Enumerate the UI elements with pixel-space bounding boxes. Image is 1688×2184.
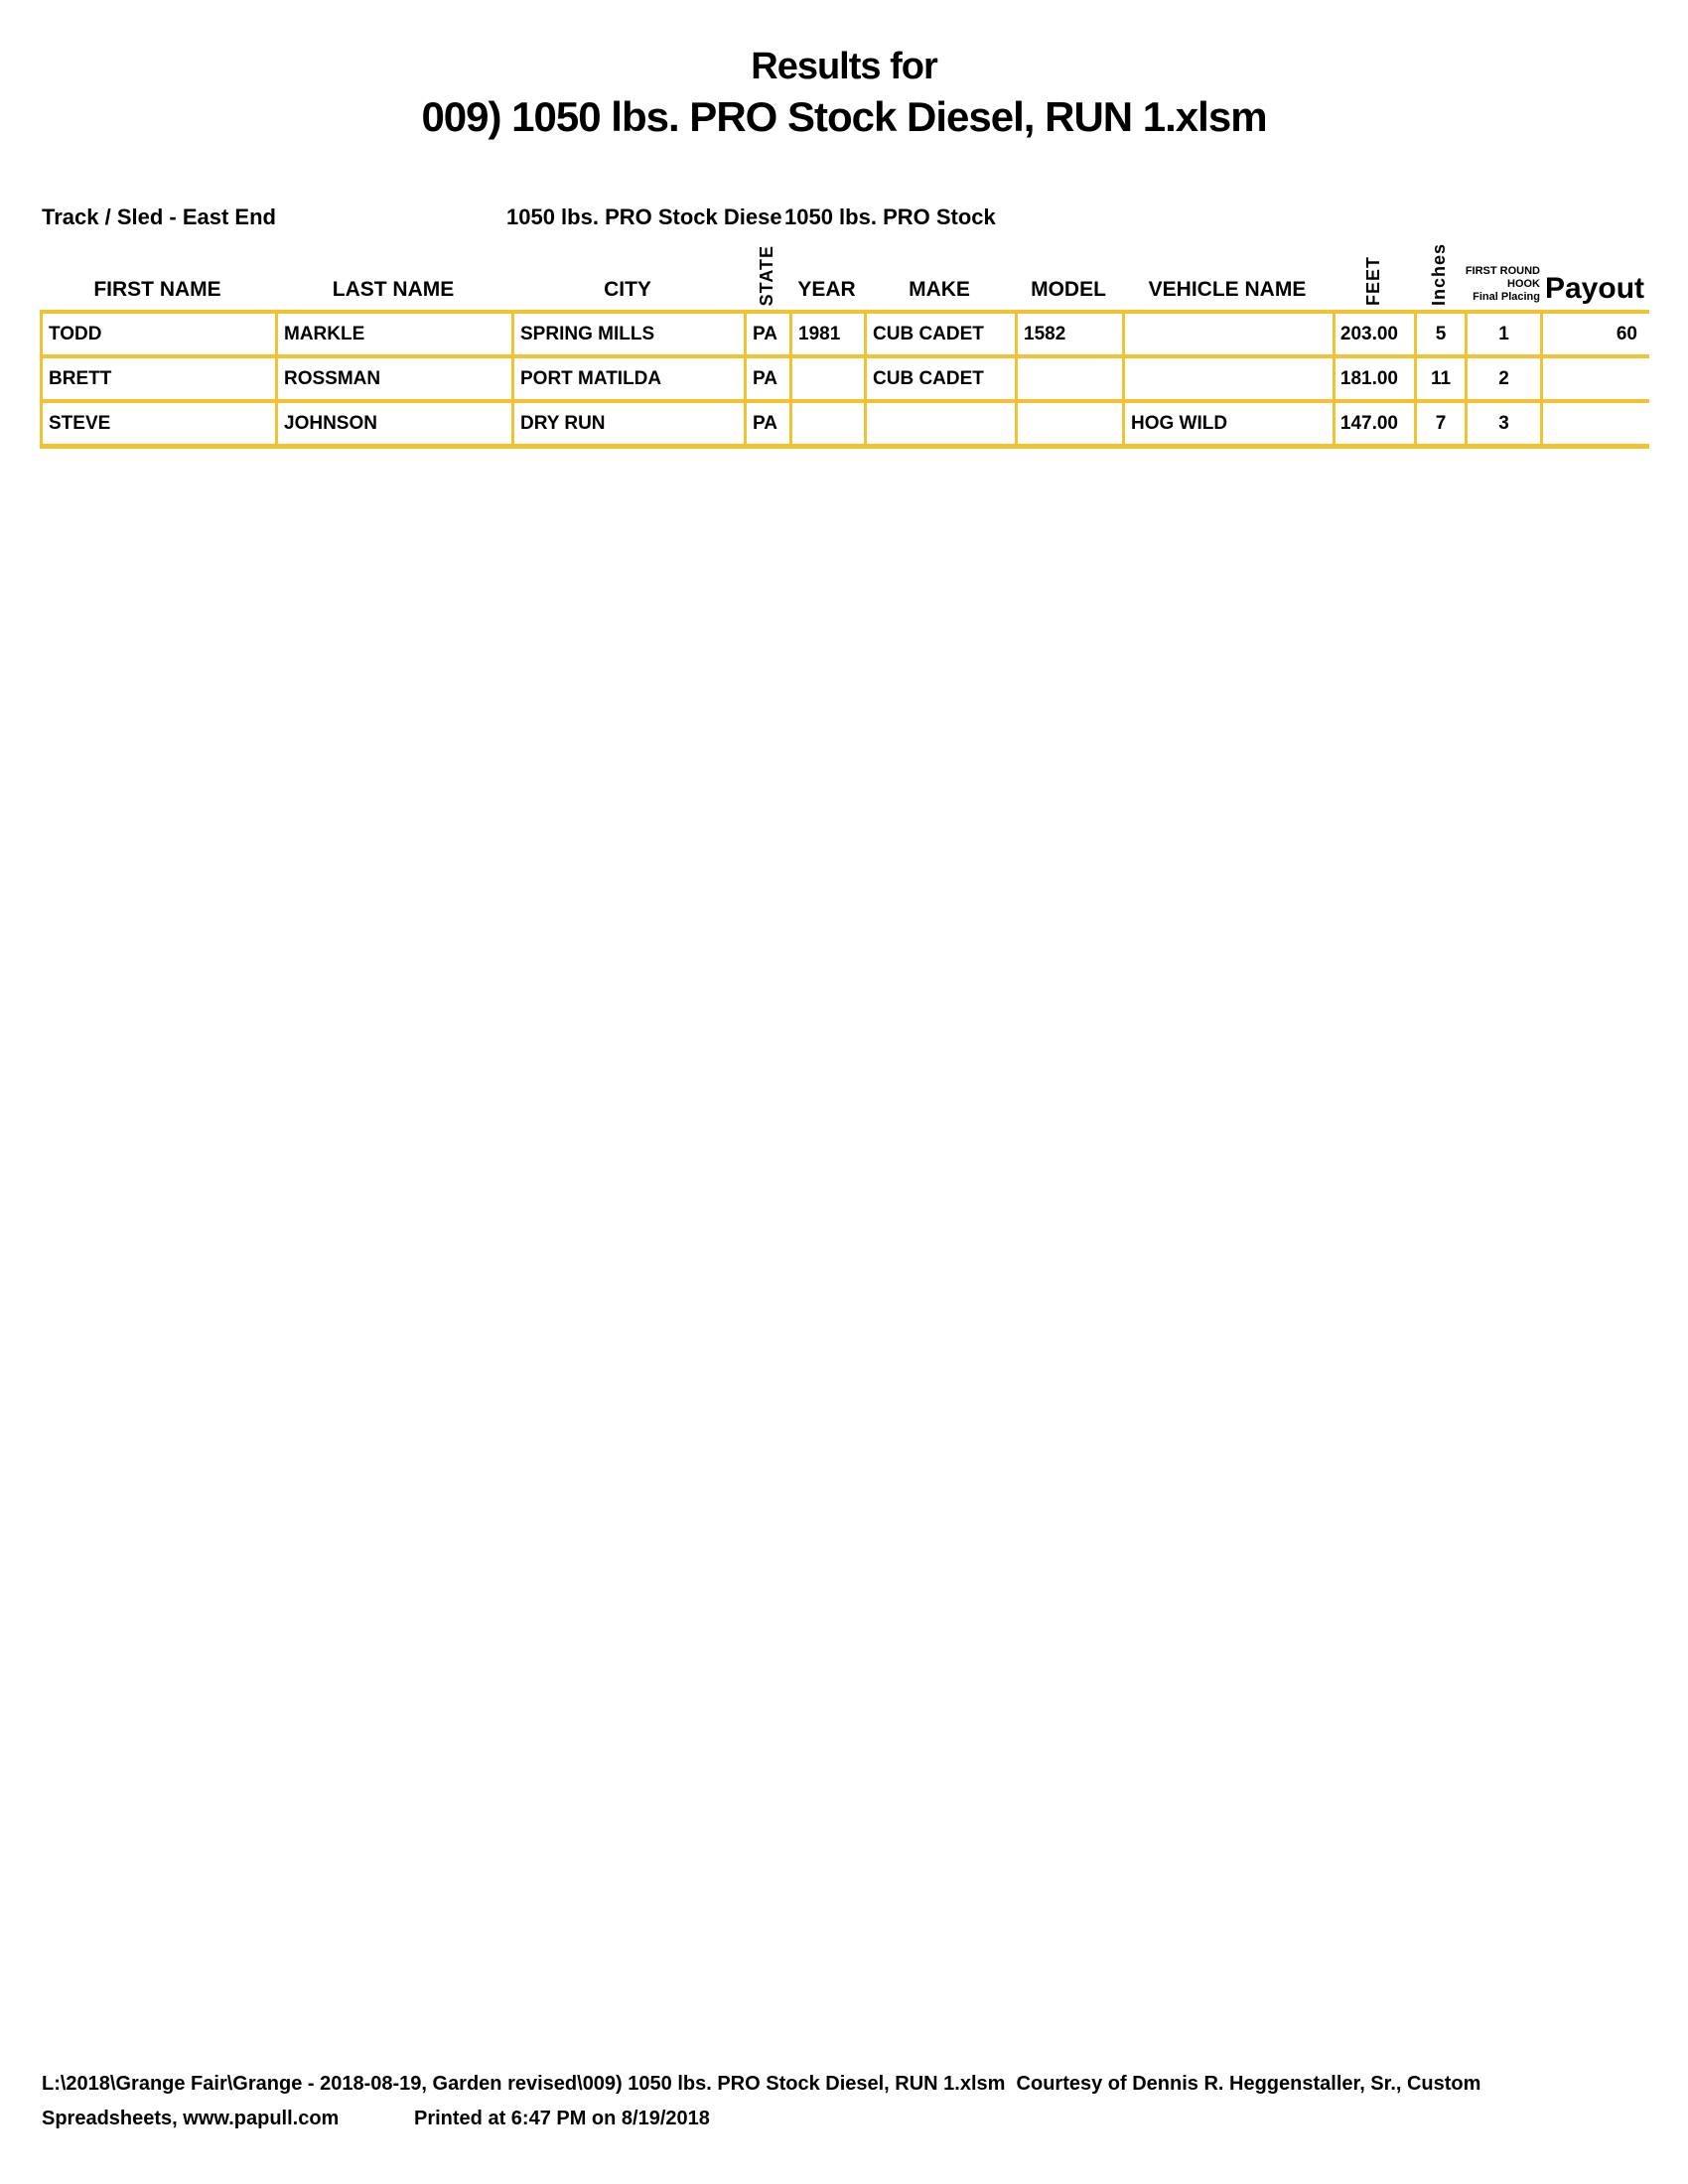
table-body: TODD MARKLE SPRING MILLS PA 1981 CUB CAD…	[40, 310, 1649, 449]
cell-make	[864, 403, 1015, 444]
cell-first-name: STEVE	[40, 403, 275, 444]
header-year: YEAR	[797, 278, 856, 301]
table-row: BRETT ROSSMAN PORT MATILDA PA CUB CADET …	[40, 354, 1649, 399]
cell-make: CUB CADET	[864, 314, 1015, 354]
footer-path-line: L:\2018\Grange Fair\Grange - 2018-08-19,…	[42, 2073, 1481, 2095]
cell-city: SPRING MILLS	[511, 314, 744, 354]
cell-placing: 3	[1465, 403, 1540, 444]
cell-last-name: MARKLE	[275, 314, 511, 354]
header-vehicle-name: VEHICLE NAME	[1148, 278, 1307, 301]
header-state: STATE	[756, 244, 776, 306]
cell-feet: 147.00	[1333, 403, 1414, 444]
header-inches: Inches	[1429, 242, 1449, 306]
header-feet: FEET	[1362, 255, 1383, 306]
cell-city: DRY RUN	[511, 403, 744, 444]
cell-inches: 5	[1414, 314, 1465, 354]
page-title-line2: 009) 1050 lbs. PRO Stock Diesel, RUN 1.x…	[421, 93, 1267, 140]
cell-placing: 1	[1465, 314, 1540, 354]
cell-model	[1015, 358, 1122, 399]
class-name-right: 1050 lbs. PRO Stock	[784, 205, 996, 229]
cell-feet: 203.00	[1333, 314, 1414, 354]
cell-model	[1015, 403, 1122, 444]
cell-city: PORT MATILDA	[511, 358, 744, 399]
cell-placing: 2	[1465, 358, 1540, 399]
cell-state: PA	[744, 314, 789, 354]
cell-vehicle-name	[1122, 358, 1333, 399]
footer: L:\2018\Grange Fair\Grange - 2018-08-19,…	[42, 2073, 1650, 2133]
results-table: FIRST NAME LAST NAME CITY STATE YEAR MAK…	[40, 236, 1649, 449]
cell-year	[789, 403, 864, 444]
cell-inches: 7	[1414, 403, 1465, 444]
cell-state: PA	[744, 403, 789, 444]
class-name-left: 1050 lbs. PRO Stock Diesel	[506, 205, 782, 229]
footer-printed-at: Printed at 6:47 PM on 8/19/2018	[414, 2108, 710, 2129]
cell-state: PA	[744, 358, 789, 399]
cell-payout: 60	[1540, 314, 1649, 354]
cell-vehicle-name: HOG WILD	[1122, 403, 1333, 444]
cell-year: 1981	[789, 314, 864, 354]
cell-last-name: JOHNSON	[275, 403, 511, 444]
header-first-name: FIRST NAME	[93, 278, 221, 301]
cell-vehicle-name	[1122, 314, 1333, 354]
cell-make: CUB CADET	[864, 358, 1015, 399]
cell-payout	[1540, 358, 1649, 399]
cell-inches: 11	[1414, 358, 1465, 399]
header-first-round-hook: FIRST ROUND HOOK Final Placing	[1465, 265, 1540, 303]
header-city: CITY	[604, 278, 651, 301]
cell-first-name: TODD	[40, 314, 275, 354]
cell-year	[789, 358, 864, 399]
table-header-row: FIRST NAME LAST NAME CITY STATE YEAR MAK…	[40, 236, 1649, 310]
header-model: MODEL	[1031, 278, 1106, 301]
footer-second-line: Spreadsheets, www.papull.com Printed at …	[42, 2108, 1650, 2133]
cell-last-name: ROSSMAN	[275, 358, 511, 399]
header-last-name: LAST NAME	[332, 278, 455, 301]
meta-row: Track / Sled - East End 1050 lbs. PRO St…	[0, 205, 1688, 234]
table-row: TODD MARKLE SPRING MILLS PA 1981 CUB CAD…	[40, 310, 1649, 354]
table-row: STEVE JOHNSON DRY RUN PA HOG WILD 147.00…	[40, 399, 1649, 444]
page-title-line1: Results for	[751, 46, 937, 87]
cell-feet: 181.00	[1333, 358, 1414, 399]
cell-payout	[1540, 403, 1649, 444]
header-make: MAKE	[909, 278, 970, 301]
track-sled-label: Track / Sled - East End	[42, 205, 276, 229]
footer-website: Spreadsheets, www.papull.com	[42, 2108, 340, 2129]
cell-first-name: BRETT	[40, 358, 275, 399]
cell-model: 1582	[1015, 314, 1122, 354]
header-payout: Payout	[1544, 272, 1645, 305]
